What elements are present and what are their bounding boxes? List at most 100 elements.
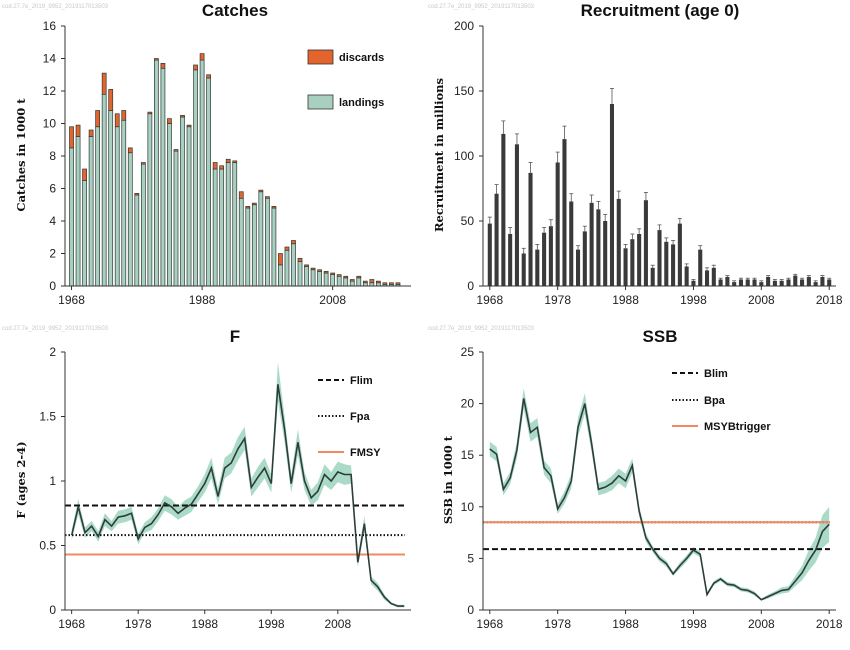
recruitment-bar bbox=[576, 249, 581, 286]
recruitment-bar bbox=[487, 223, 492, 286]
recruitment-bar bbox=[786, 279, 791, 286]
catches-bars bbox=[69, 53, 401, 287]
recruitment-bars bbox=[487, 88, 832, 286]
discards-bar bbox=[108, 89, 114, 111]
discards-bar bbox=[265, 196, 270, 199]
landings-bar bbox=[297, 261, 303, 287]
landings-bar bbox=[75, 136, 81, 287]
discards-bar bbox=[225, 158, 231, 163]
f-panel: cod.27.7e_2019_9952_2019117013503 F F (a… bbox=[2, 326, 411, 631]
watermark: cod.27.7e_2019_9952_2019117013503 bbox=[428, 326, 535, 332]
landings-bar bbox=[245, 207, 251, 287]
catches-panel: cod.27.7e_2019_9952_2019117013503 Catche… bbox=[2, 1, 411, 307]
f-y-label: F (ages 2-4) bbox=[14, 441, 28, 518]
y-tick-label: 15 bbox=[461, 448, 475, 462]
x-tick-label: 1978 bbox=[125, 617, 152, 631]
series-line bbox=[489, 398, 830, 601]
recruitment-bar bbox=[582, 231, 587, 286]
x-tick-label: 1988 bbox=[191, 617, 218, 631]
recruitment-bar bbox=[616, 198, 621, 286]
landings-bar bbox=[336, 275, 342, 287]
landings-bar bbox=[199, 59, 205, 287]
recruitment-title: Recruitment (age 0) bbox=[581, 1, 740, 20]
discards-bar bbox=[140, 162, 146, 165]
landings-bar bbox=[232, 162, 238, 287]
landings-bar bbox=[323, 272, 329, 287]
f-y-axis: 0 0.5 1 1.5 2 bbox=[39, 345, 66, 617]
recruitment-bar bbox=[501, 133, 506, 286]
discards-bar bbox=[343, 275, 349, 279]
discards-bar bbox=[245, 206, 251, 209]
landings-bar bbox=[219, 168, 225, 287]
landings-bar bbox=[238, 197, 244, 287]
watermark: cod.27.7e_2019_9952_2019117013503 bbox=[2, 326, 109, 332]
y-tick-label: 2 bbox=[49, 345, 56, 359]
y-tick-label: 50 bbox=[461, 214, 475, 228]
landings-bar bbox=[310, 269, 316, 287]
recruitment-bar bbox=[569, 201, 574, 286]
discards-bar bbox=[382, 282, 388, 285]
recruitment-bar bbox=[521, 253, 526, 286]
recruitment-bar bbox=[528, 172, 533, 286]
x-tick-label: 1998 bbox=[258, 617, 285, 631]
f-series bbox=[65, 362, 405, 608]
x-tick-label: 1978 bbox=[544, 293, 571, 307]
recruitment-x-axis: 1968 1978 1988 1998 2008 2018 bbox=[476, 285, 843, 307]
discards-bar bbox=[375, 280, 381, 284]
recruitment-bar bbox=[650, 267, 655, 286]
ssb-panel: cod.27.7e_2019_9952_2019117013503 SSB SS… bbox=[428, 326, 843, 631]
y-tick-label: 10 bbox=[461, 500, 475, 514]
landings-bar bbox=[225, 162, 231, 287]
recruitment-bar bbox=[691, 280, 696, 286]
landings-bar bbox=[330, 274, 336, 287]
ssb-series bbox=[483, 388, 830, 601]
recruitment-y-label: Recruitment in millions bbox=[432, 78, 446, 232]
f-legend: Flim Fpa FMSY bbox=[318, 375, 381, 459]
recruitment-bar bbox=[671, 244, 676, 286]
recruitment-bar bbox=[555, 162, 560, 286]
landings-bar bbox=[291, 243, 296, 287]
recruitment-bar bbox=[738, 279, 743, 286]
y-tick-label: 100 bbox=[454, 149, 474, 163]
recruitment-bar bbox=[684, 266, 689, 286]
discards-bar bbox=[160, 63, 166, 69]
discards-bar bbox=[232, 160, 238, 163]
y-tick-label: 1 bbox=[49, 474, 56, 488]
recruitment-bar bbox=[813, 282, 818, 286]
discards-bar bbox=[199, 53, 205, 61]
recruitment-bar bbox=[732, 282, 737, 286]
catches-title: Catches bbox=[202, 1, 268, 20]
discards-bar bbox=[101, 72, 107, 95]
legend-fmsy: FMSY bbox=[350, 447, 381, 459]
recruitment-bar bbox=[623, 248, 628, 286]
landings-bar bbox=[349, 280, 355, 287]
y-tick-label: 0 bbox=[49, 603, 56, 617]
discards-bar bbox=[271, 206, 277, 209]
discards-bar bbox=[180, 115, 185, 118]
discards-bar bbox=[304, 264, 309, 267]
discards-bar bbox=[75, 124, 81, 137]
catches-x-axis: 1968 1988 2008 bbox=[58, 285, 411, 307]
recruitment-bar bbox=[535, 249, 540, 286]
landings-bar bbox=[147, 113, 153, 287]
y-tick-label: 0 bbox=[467, 603, 474, 617]
landings-bar bbox=[180, 116, 185, 287]
discards-bar bbox=[369, 279, 375, 284]
discards-bar bbox=[219, 165, 225, 170]
landings-bar bbox=[284, 249, 290, 287]
y-tick-label: 0 bbox=[467, 279, 474, 293]
y-tick-label: 20 bbox=[461, 397, 475, 411]
recruitment-bar bbox=[637, 234, 642, 286]
recruitment-bar bbox=[779, 280, 784, 286]
x-tick-label: 1998 bbox=[680, 617, 707, 631]
recruitment-bar bbox=[548, 226, 553, 286]
landings-bar bbox=[69, 147, 74, 287]
recruitment-bar bbox=[664, 241, 669, 286]
legend-bpa: Bpa bbox=[704, 395, 726, 407]
discards-bar bbox=[173, 149, 179, 152]
legend-discards: discards bbox=[339, 52, 384, 64]
discards-bar bbox=[291, 240, 296, 245]
recruitment-bar bbox=[704, 270, 710, 286]
series-line bbox=[70, 384, 405, 607]
discards-bar bbox=[297, 258, 303, 262]
